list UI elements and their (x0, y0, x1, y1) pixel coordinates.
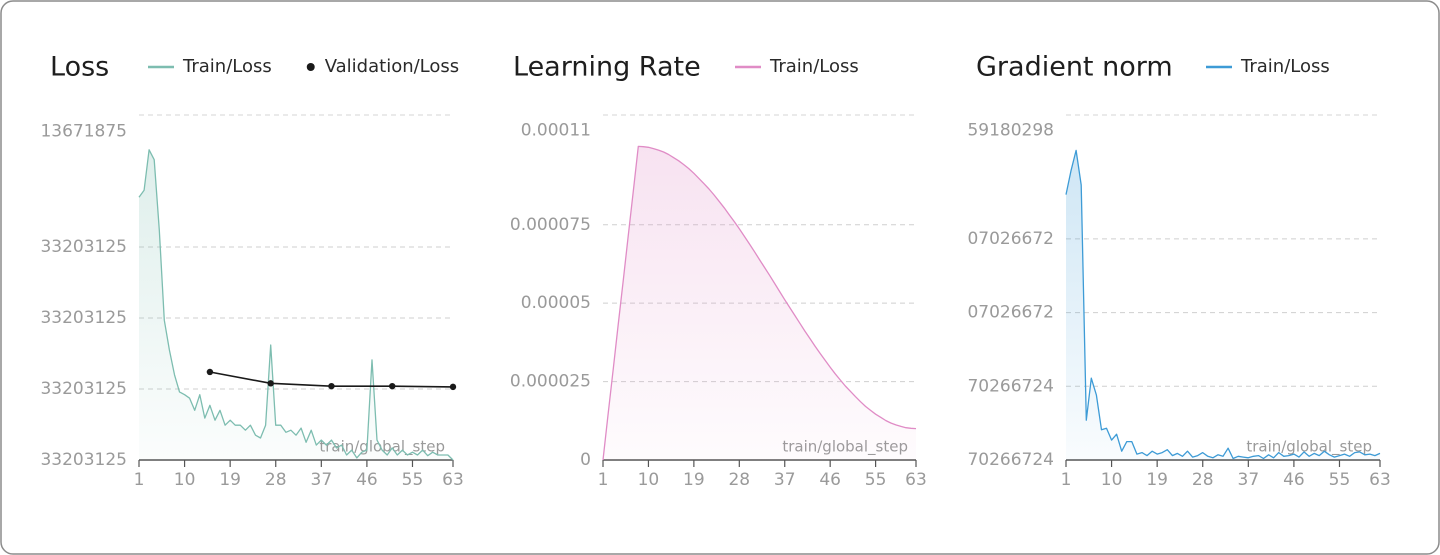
y-tick-label: 0.00011 (521, 121, 591, 141)
series-area (1066, 150, 1380, 460)
y-tick-label: 33203125 (40, 450, 127, 470)
x-tick-label: 19 (219, 470, 241, 490)
x-tick-label: 46 (356, 470, 378, 490)
x-tick-label: 55 (402, 470, 424, 490)
x-tick-label: 28 (265, 470, 287, 490)
y-tick-label: 0.00005 (521, 293, 591, 313)
y-tick-label: 70266724 (967, 376, 1054, 396)
x-tick-label: 19 (1146, 470, 1168, 490)
series-area (603, 146, 916, 460)
y-tick-label: 33203125 (40, 379, 127, 399)
x-tick-label: 1 (134, 470, 145, 490)
y-tick-label: 0.000075 (510, 215, 591, 235)
series-line (138, 149, 454, 461)
x-tick-label: 10 (174, 470, 196, 490)
x-tick-label: 55 (865, 470, 887, 490)
data-point (449, 383, 457, 391)
y-tick-label: 70266724 (967, 450, 1054, 470)
data-point (389, 382, 396, 390)
x-tick-label: 55 (1329, 470, 1351, 490)
x-tick-label: 19 (683, 470, 705, 490)
x-tick-label: 37 (1238, 470, 1260, 490)
x-tick-label: 10 (1101, 470, 1123, 490)
legend-label: Train/Loss (182, 56, 272, 77)
x-tick-label: 46 (1283, 470, 1305, 490)
y-tick-label: 33203125 (40, 237, 127, 257)
y-tick-label: 0.000025 (510, 372, 591, 392)
x-tick-label: 46 (819, 470, 841, 490)
y-tick-label: 33203125 (40, 308, 127, 328)
chart-title: Gradient norm (976, 52, 1173, 83)
y-tick-label: 13671875 (40, 121, 127, 141)
x-tick-label: 10 (638, 470, 660, 490)
x-tick-label: 37 (311, 470, 333, 490)
series-line (1065, 149, 1381, 460)
x-axis-label: train/global_step (1246, 438, 1372, 457)
chart-title: Loss (50, 52, 109, 83)
legend-swatch (306, 63, 315, 71)
x-tick-label: 63 (905, 470, 927, 490)
y-tick-label: 59180298 (967, 120, 1054, 140)
legend-label: Train/Loss (769, 56, 859, 77)
x-tick-label: 1 (598, 470, 609, 490)
x-tick-label: 28 (728, 470, 750, 490)
chart-title: Learning Rate (513, 52, 701, 83)
series-line (602, 145, 917, 461)
data-point (206, 368, 214, 376)
legend-label: Validation/Loss (325, 56, 459, 77)
data-point (328, 382, 335, 390)
legend-label: Train/Loss (1240, 56, 1330, 77)
y-tick-label: 0 (580, 450, 591, 470)
x-tick-label: 63 (442, 470, 464, 490)
y-tick-label: 07026672 (967, 303, 1054, 323)
data-point (267, 380, 274, 387)
x-tick-label: 1 (1061, 470, 1072, 490)
y-tick-label: 07026672 (967, 229, 1054, 249)
x-tick-label: 63 (1369, 470, 1391, 490)
x-tick-label: 28 (1192, 470, 1214, 490)
x-tick-label: 37 (774, 470, 796, 490)
series-area (139, 149, 453, 461)
